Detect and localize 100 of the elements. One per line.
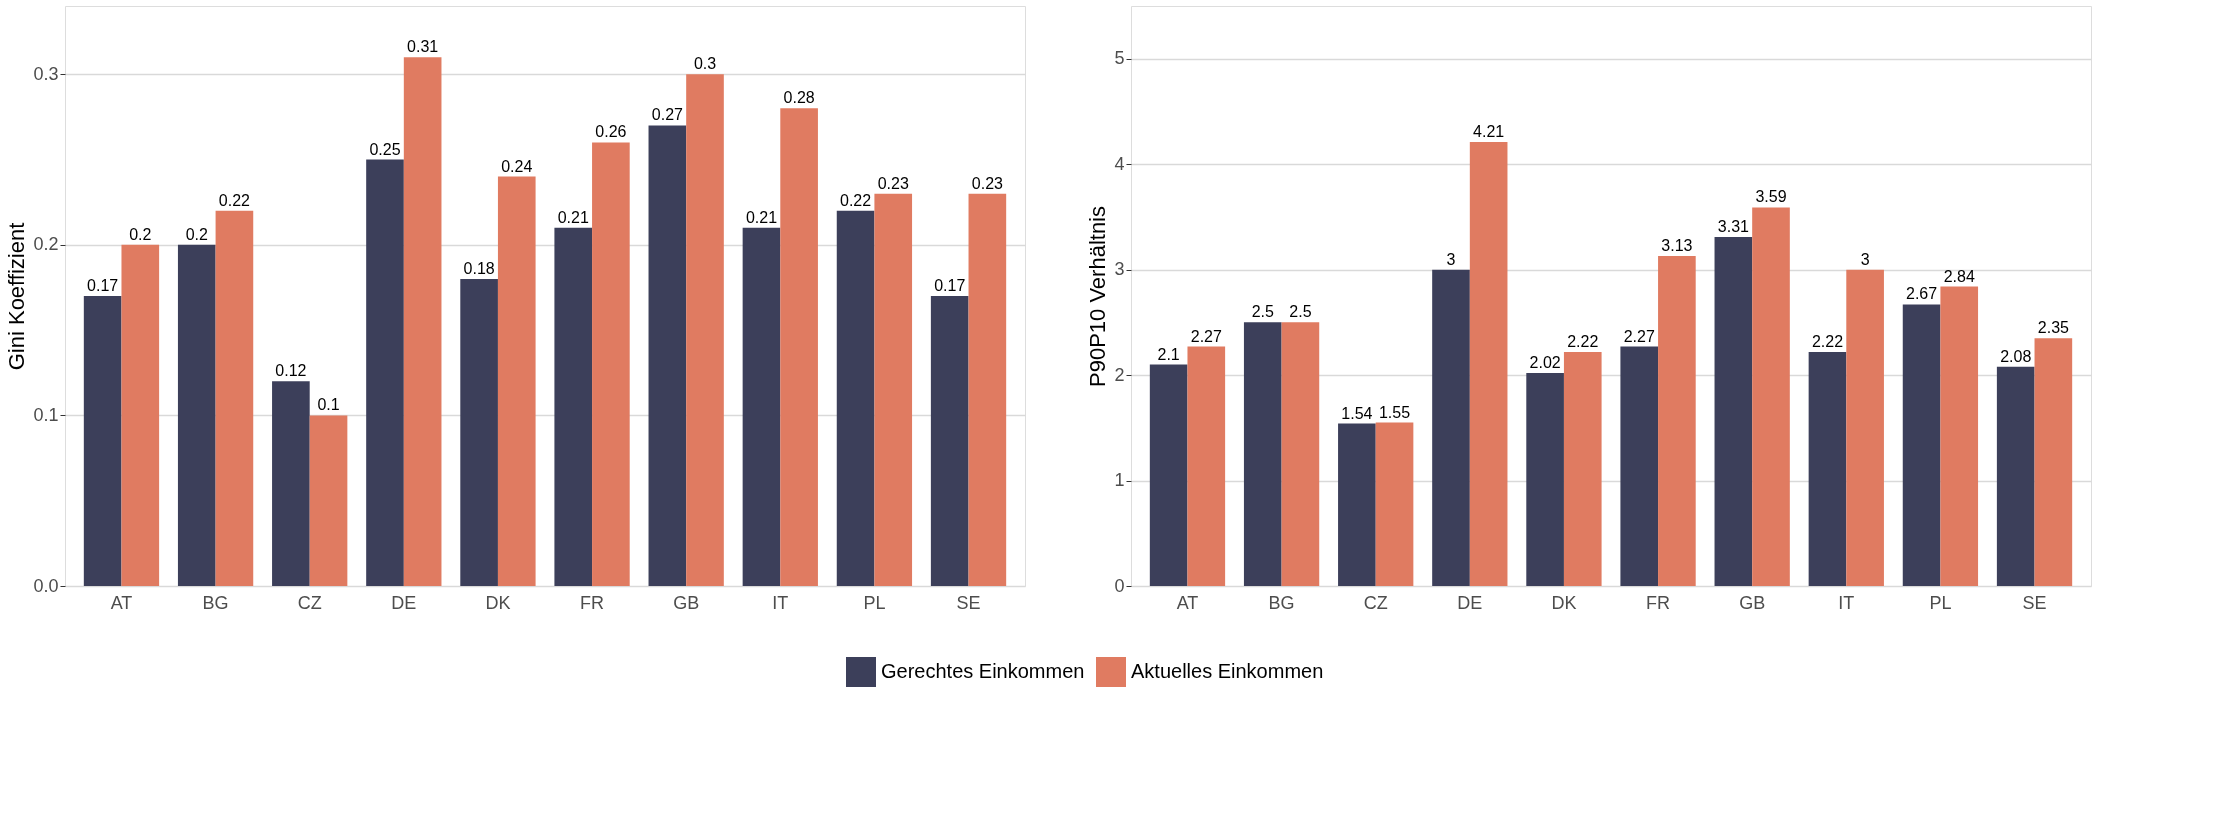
x-tick-label: DK	[485, 592, 511, 613]
y-tick-label: 0.0	[33, 575, 59, 596]
y-tick-label: 0	[1114, 575, 1125, 596]
bar	[836, 210, 875, 586]
bar	[874, 193, 913, 586]
bar	[366, 159, 404, 586]
data-label: 0.28	[783, 89, 815, 107]
bar	[1149, 364, 1188, 586]
x-tick-label: BG	[1268, 592, 1295, 613]
bar	[1620, 346, 1659, 586]
x-tick-label: AT	[110, 592, 133, 613]
data-label: 0.18	[463, 259, 495, 277]
bar	[930, 296, 969, 586]
y-tick-label: 0.1	[33, 404, 59, 425]
bar	[1243, 322, 1282, 586]
x-tick-label: CZ	[1363, 592, 1388, 613]
bar	[215, 210, 254, 586]
bar	[460, 278, 498, 586]
bar	[1714, 236, 1753, 586]
data-label: 2.08	[2000, 347, 2032, 365]
data-label: 0.25	[369, 140, 401, 158]
bar	[554, 227, 593, 586]
bar	[1469, 142, 1508, 586]
data-label: 2.27	[1190, 327, 1222, 345]
bar	[742, 227, 781, 586]
y-tick-label: 0.3	[33, 63, 59, 84]
data-label: 0.22	[840, 191, 872, 209]
bar	[1752, 207, 1790, 586]
bar	[592, 142, 630, 586]
y-axis-title: Gini Koeffizient	[4, 222, 30, 371]
bar	[1940, 286, 1979, 586]
bar	[648, 125, 687, 586]
data-label: 3.31	[1717, 217, 1750, 235]
data-label: 2.22	[1567, 332, 1599, 350]
bar	[121, 244, 160, 586]
x-tick-label: DK	[1551, 592, 1577, 613]
data-label: 0.27	[651, 106, 684, 124]
bar	[2034, 338, 2073, 586]
data-label: 0.3	[693, 55, 717, 73]
bar	[1526, 372, 1564, 586]
y-axis-title: P90P10 Verhältnis	[1085, 205, 1111, 388]
x-tick-label: IT	[1838, 592, 1855, 613]
y-tick-label: 1	[1114, 470, 1125, 491]
y-tick-label: 2	[1114, 364, 1125, 385]
bar	[1281, 322, 1320, 586]
data-label: 0.21	[745, 208, 778, 226]
data-label: 0.24	[501, 157, 533, 175]
data-label: 2.27	[1623, 327, 1655, 345]
bar	[1658, 255, 1696, 586]
data-label: 3	[1860, 250, 1870, 268]
data-label: 0.23	[877, 174, 909, 192]
x-tick-label: DE	[391, 592, 417, 613]
data-label: 0.31	[407, 38, 439, 56]
y-tick-label: 0.2	[33, 234, 59, 255]
bar	[83, 296, 122, 586]
bar	[1187, 346, 1226, 586]
data-label: 2.5	[1251, 303, 1274, 321]
x-tick-label: SE	[956, 592, 981, 613]
data-label: 0.22	[218, 191, 251, 209]
data-label: 0.17	[87, 277, 119, 294]
x-tick-label: CZ	[297, 592, 322, 613]
x-tick-label: IT	[772, 592, 789, 613]
data-label: 0.17	[934, 277, 966, 294]
data-label: 0.2	[185, 225, 208, 243]
bar	[1375, 422, 1414, 586]
data-label: 2.84	[1943, 267, 1975, 285]
legend-label: Aktuelles Einkommen	[1131, 660, 1324, 682]
data-label: 0.2	[129, 225, 152, 243]
bar	[1996, 366, 2035, 586]
x-tick-label: GB	[673, 592, 700, 613]
bar	[272, 381, 310, 586]
data-label: 4.21	[1473, 123, 1505, 141]
data-label: 2.02	[1529, 353, 1561, 371]
bar	[686, 74, 724, 586]
bar	[497, 176, 536, 586]
bar	[309, 415, 348, 586]
x-tick-label: BG	[202, 592, 229, 613]
legend-label: Gerechtes Einkommen	[881, 660, 1085, 682]
x-tick-label: DE	[1457, 592, 1483, 613]
bar	[1808, 351, 1847, 586]
x-tick-label: FR	[580, 592, 605, 613]
data-label: 2.22	[1811, 332, 1844, 350]
y-tick-label: 3	[1114, 259, 1125, 280]
y-tick-label: 5	[1114, 48, 1125, 69]
x-tick-label: PL	[1929, 592, 1952, 613]
bar	[1902, 304, 1941, 586]
bar	[1846, 269, 1884, 586]
bar	[1432, 269, 1470, 586]
data-label: 0.21	[557, 208, 589, 226]
data-label: 0.23	[971, 174, 1004, 192]
x-tick-label: FR	[1646, 592, 1671, 613]
bar	[968, 193, 1007, 586]
data-label: 3.13	[1661, 236, 1693, 254]
bar	[1563, 351, 1602, 586]
data-label: 3	[1446, 250, 1456, 268]
bar	[780, 108, 818, 586]
data-label: 0.26	[595, 123, 627, 141]
bar	[403, 57, 442, 586]
bar	[1338, 423, 1376, 586]
data-label: 2.67	[1906, 285, 1938, 303]
